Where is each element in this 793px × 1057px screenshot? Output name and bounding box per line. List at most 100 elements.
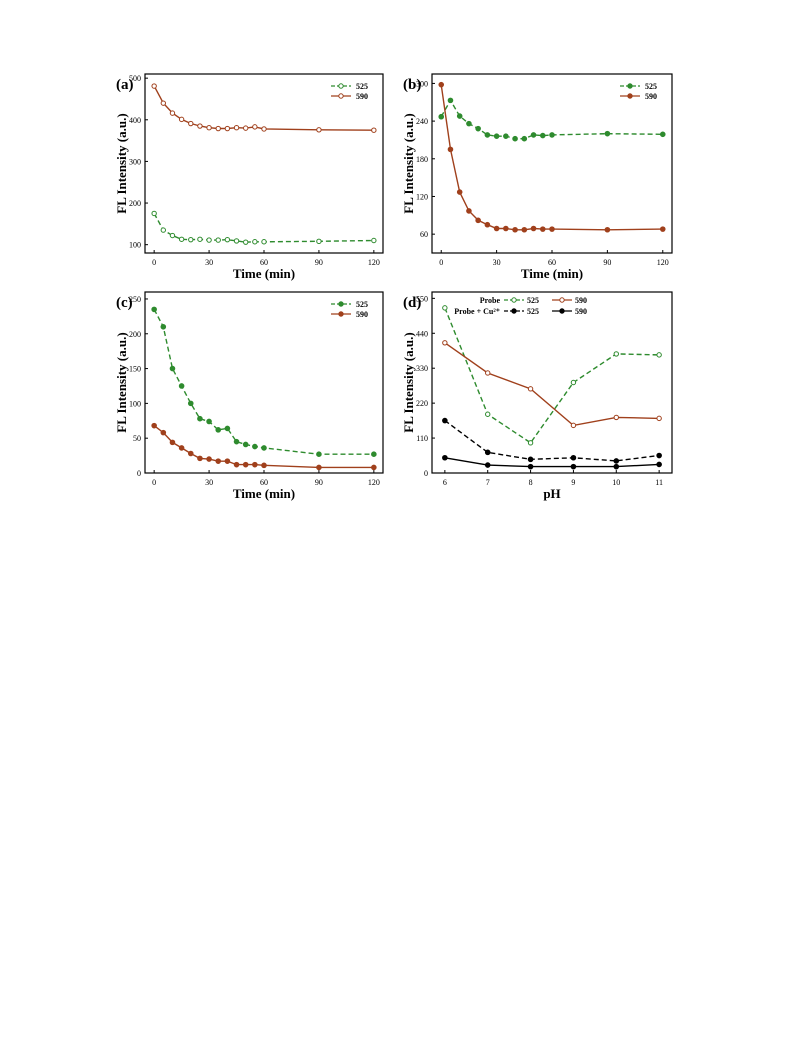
legend-marker bbox=[511, 297, 517, 303]
data-point bbox=[442, 454, 448, 461]
data-point bbox=[659, 226, 666, 232]
y-tick-label: 60 bbox=[420, 230, 428, 239]
panel-b: 0 30 60 90 120 60 120 180 240 300 Time (min) FL Int… bbox=[401, 73, 673, 281]
series-590 bbox=[151, 83, 377, 133]
data-point bbox=[151, 306, 157, 313]
y-tick-label: 300 bbox=[416, 79, 428, 88]
data-point bbox=[484, 221, 491, 228]
data-point bbox=[604, 130, 611, 137]
data-point bbox=[503, 133, 509, 139]
series-590 bbox=[438, 81, 666, 233]
data-point bbox=[187, 450, 194, 457]
legend-marker bbox=[559, 297, 565, 303]
panel-c: 0 30 60 90 120 0 50 100 150 200 250 Time (min) FL In… bbox=[114, 291, 384, 501]
panel-label: (c) bbox=[116, 295, 133, 311]
y-axis-title: FL Intensity (a.u.) bbox=[114, 113, 129, 213]
data-point bbox=[512, 226, 518, 233]
x-tick-label: 120 bbox=[368, 258, 380, 267]
series-line bbox=[444, 342, 660, 427]
data-point bbox=[224, 236, 231, 243]
data-point bbox=[521, 226, 528, 233]
data-point bbox=[233, 238, 240, 244]
data-point bbox=[178, 383, 185, 389]
data-point bbox=[530, 132, 537, 138]
data-point bbox=[371, 127, 377, 133]
legend-label: 590 bbox=[356, 310, 368, 319]
x-tick-label: 6 bbox=[443, 478, 447, 487]
series-line bbox=[153, 213, 374, 243]
legend-label: 525 bbox=[356, 82, 368, 91]
data-point bbox=[659, 131, 666, 138]
data-point bbox=[527, 386, 534, 392]
data-point bbox=[475, 217, 481, 224]
legend-marker bbox=[627, 93, 633, 99]
y-axis-title: FL Intensity (a.u.) bbox=[401, 332, 416, 432]
plot-frame bbox=[431, 291, 673, 474]
series-line bbox=[444, 457, 660, 468]
data-point bbox=[527, 463, 534, 470]
y-tick-label: 200 bbox=[129, 330, 141, 339]
data-point bbox=[527, 440, 534, 446]
y-tick-label: 180 bbox=[416, 155, 428, 164]
legend-group-label: Probe bbox=[480, 296, 501, 305]
series-590 bbox=[442, 340, 662, 429]
x-axis-title: Time (min) bbox=[233, 266, 295, 281]
data-point bbox=[160, 100, 167, 106]
data-point bbox=[466, 208, 472, 214]
x-tick-label: 30 bbox=[205, 258, 213, 267]
x-tick-label: 9 bbox=[571, 478, 575, 487]
data-point bbox=[438, 113, 445, 120]
data-point bbox=[169, 110, 176, 116]
data-point bbox=[493, 225, 500, 232]
data-point bbox=[604, 226, 611, 233]
legend-label: 525 bbox=[356, 300, 368, 309]
legend-marker bbox=[511, 308, 517, 314]
y-tick-label: 50 bbox=[133, 434, 141, 443]
data-point bbox=[215, 125, 221, 132]
data-point bbox=[447, 146, 454, 153]
data-point bbox=[527, 456, 534, 463]
x-tick-label: 8 bbox=[529, 478, 533, 487]
y-axis-title: FL Intensity (a.u.) bbox=[401, 113, 416, 213]
data-point bbox=[656, 415, 662, 422]
data-point bbox=[316, 127, 322, 133]
data-point bbox=[233, 125, 240, 131]
data-point bbox=[613, 414, 619, 421]
data-point bbox=[456, 189, 463, 195]
panel-a: 0 30 60 90 120 100 200 300 400 500 Time (min) FL In… bbox=[114, 73, 384, 281]
x-tick-label: 10 bbox=[612, 478, 620, 487]
data-point bbox=[316, 451, 322, 458]
x-tick-label: 11 bbox=[655, 478, 663, 487]
series-line bbox=[153, 85, 374, 131]
data-point bbox=[475, 125, 481, 132]
x-tick-label: 0 bbox=[152, 478, 156, 487]
data-point bbox=[197, 415, 203, 422]
series-line bbox=[444, 420, 660, 462]
y-tick-label: 330 bbox=[416, 364, 428, 373]
series-line bbox=[440, 84, 663, 231]
x-tick-label: 7 bbox=[486, 478, 490, 487]
data-point bbox=[206, 125, 212, 131]
plot-frame bbox=[431, 73, 673, 254]
x-tick-label: 90 bbox=[315, 258, 323, 267]
legend-group-label: Probe + Cu²⁺ bbox=[454, 307, 500, 316]
data-point bbox=[613, 458, 620, 464]
data-point bbox=[206, 456, 212, 462]
data-point bbox=[224, 425, 231, 432]
data-point bbox=[484, 462, 491, 468]
panel-label: (a) bbox=[116, 77, 134, 93]
x-tick-label: 60 bbox=[260, 478, 268, 487]
data-point bbox=[224, 125, 231, 132]
x-axis-title: Time (min) bbox=[233, 486, 295, 501]
data-point bbox=[206, 237, 212, 243]
y-tick-label: 440 bbox=[416, 329, 428, 338]
x-tick-label: 0 bbox=[439, 258, 443, 267]
data-point bbox=[484, 449, 491, 456]
data-point bbox=[371, 464, 377, 471]
series-525 bbox=[442, 417, 662, 464]
x-tick-label: 0 bbox=[152, 258, 156, 267]
series-525 bbox=[151, 306, 377, 458]
data-point bbox=[570, 454, 577, 461]
data-point bbox=[438, 81, 445, 88]
